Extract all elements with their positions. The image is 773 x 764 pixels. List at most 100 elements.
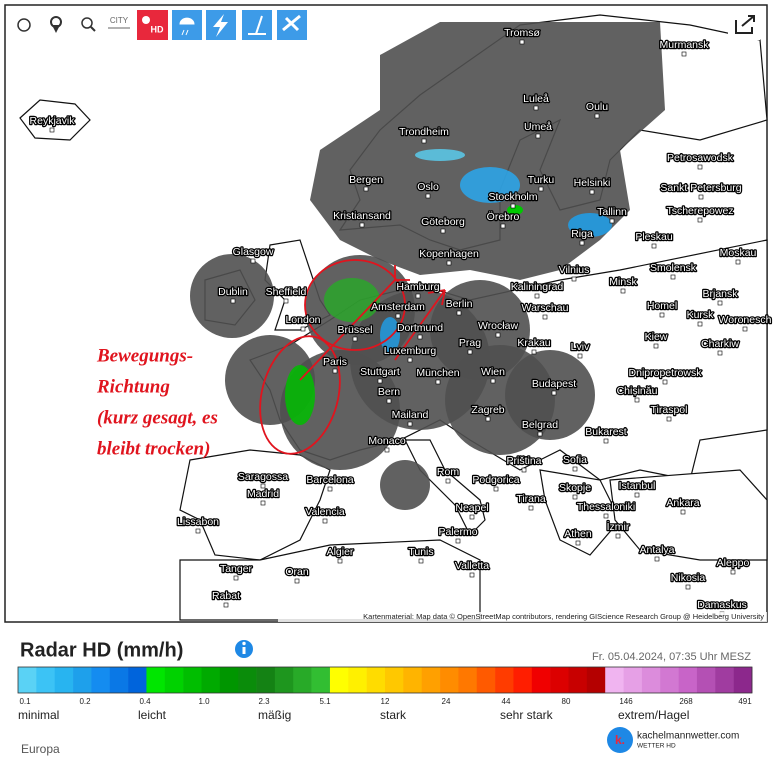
city-marker — [260, 500, 266, 506]
color-cell — [623, 667, 643, 693]
layer-buttons — [172, 10, 307, 40]
city-marker — [697, 321, 703, 327]
city-marker — [575, 540, 581, 546]
city-label: Lissabon — [177, 516, 219, 528]
city-label: Homel — [647, 300, 677, 312]
city-label: Damaskus — [697, 599, 747, 611]
colorbar-tick: 44 — [502, 697, 511, 706]
city-marker — [659, 312, 665, 318]
city-label: Oulu — [586, 101, 608, 113]
color-cell — [274, 667, 294, 693]
city-label: Nikosia — [671, 572, 706, 584]
city-button[interactable]: CITY — [108, 16, 130, 29]
color-cell — [164, 667, 184, 693]
city-marker — [415, 293, 421, 299]
city-marker — [697, 164, 703, 170]
rain-icon — [179, 17, 195, 36]
hd-icon — [142, 16, 150, 24]
city-label: Algier — [327, 546, 354, 558]
city-label: Valletta — [455, 560, 489, 572]
colorbar-category: mäßig — [258, 708, 291, 722]
color-cell — [531, 667, 551, 693]
city-label: Tiraspol — [651, 404, 688, 416]
satellite-icon — [282, 14, 301, 32]
city-marker — [327, 486, 333, 492]
city-label: Palermo — [438, 526, 477, 538]
info-icon — [242, 641, 246, 646]
city-marker — [485, 416, 491, 422]
rain-button[interactable] — [172, 10, 202, 40]
colorbar-category: extrem/Hagel — [618, 708, 689, 722]
hd-button[interactable]: HD — [137, 10, 168, 40]
city-label: Warschau — [522, 302, 569, 314]
city-marker — [603, 513, 609, 519]
color-cell — [440, 667, 459, 693]
city-marker — [500, 223, 506, 229]
city-marker — [377, 378, 383, 384]
annotation-line: Bewegungs- — [96, 345, 193, 366]
zoom-button[interactable] — [81, 17, 96, 32]
city-marker — [571, 276, 577, 282]
logo[interactable]: k. kachelmannwetter.com WETTER HD — [607, 727, 739, 753]
city-label: Brüssel — [337, 324, 372, 336]
attribution-bg — [278, 612, 767, 622]
zoom-icon — [90, 26, 96, 32]
city-marker — [407, 357, 413, 363]
city-label: London — [285, 314, 320, 326]
city-marker — [589, 189, 595, 195]
color-cell — [476, 667, 496, 693]
city-label: Oran — [285, 566, 309, 578]
color-cell — [348, 667, 367, 693]
city-label: Berlin — [446, 298, 473, 310]
color-cell — [421, 667, 441, 693]
city-label: Wrocław — [478, 320, 518, 332]
city-label: Skopje — [559, 482, 591, 494]
city-marker — [533, 105, 539, 111]
city-marker — [670, 274, 676, 280]
city-label: Umeå — [524, 121, 552, 133]
city-marker — [594, 113, 600, 119]
city-label: Priština — [506, 455, 541, 467]
city-label: Oslo — [417, 181, 439, 193]
city-label: Paris — [323, 356, 347, 368]
city-marker — [572, 494, 578, 500]
timestamp: Fr. 05.04.2024, 07:35 Uhr MESZ — [592, 651, 751, 663]
city-marker — [260, 483, 266, 489]
coverage-circle — [380, 460, 430, 510]
annotation: Bewegungs- Richtung (kurz gesagt, es bleibt… — [96, 345, 218, 459]
colorbar: 0.1 0.2 0.4 1.0 2.3 5.1 12 24 44 80 146 268 491 minim… — [17, 666, 753, 722]
coverage-circle — [505, 350, 595, 440]
annotation-line: Richtung — [96, 376, 170, 397]
logo-icon — [607, 727, 633, 753]
city-marker — [577, 353, 583, 359]
city-marker — [698, 194, 704, 200]
city-marker — [425, 193, 431, 199]
share-button[interactable] — [728, 10, 760, 40]
city-label: Mailand — [392, 409, 429, 421]
city-marker — [662, 379, 668, 385]
city-label: Örebro — [487, 211, 520, 223]
wind-button[interactable] — [242, 10, 272, 40]
city-marker — [418, 558, 424, 564]
color-cell — [696, 667, 716, 693]
info-button[interactable] — [235, 640, 253, 658]
color-cell — [660, 667, 679, 693]
city-marker — [455, 538, 461, 544]
city-label: Valencia — [305, 506, 345, 518]
city-label: Petrosawodsk — [667, 152, 734, 164]
city-label: Sofia — [563, 454, 587, 466]
city-label: Belgrad — [522, 419, 558, 431]
city-marker — [440, 228, 446, 234]
logo-name: kachelmannwetter.com — [637, 731, 739, 742]
refresh-button[interactable] — [17, 18, 31, 32]
city-label: Tscherepowez — [666, 205, 733, 217]
city-marker — [681, 51, 687, 57]
location-button[interactable] — [50, 16, 62, 33]
city-marker — [654, 556, 660, 562]
city-label: Rabat — [212, 590, 240, 602]
city-label: Ankara — [666, 497, 699, 509]
city-marker — [666, 416, 672, 422]
city-marker — [469, 572, 475, 578]
colorbar-tick: 12 — [381, 697, 390, 706]
annotation-circle — [259, 335, 341, 455]
